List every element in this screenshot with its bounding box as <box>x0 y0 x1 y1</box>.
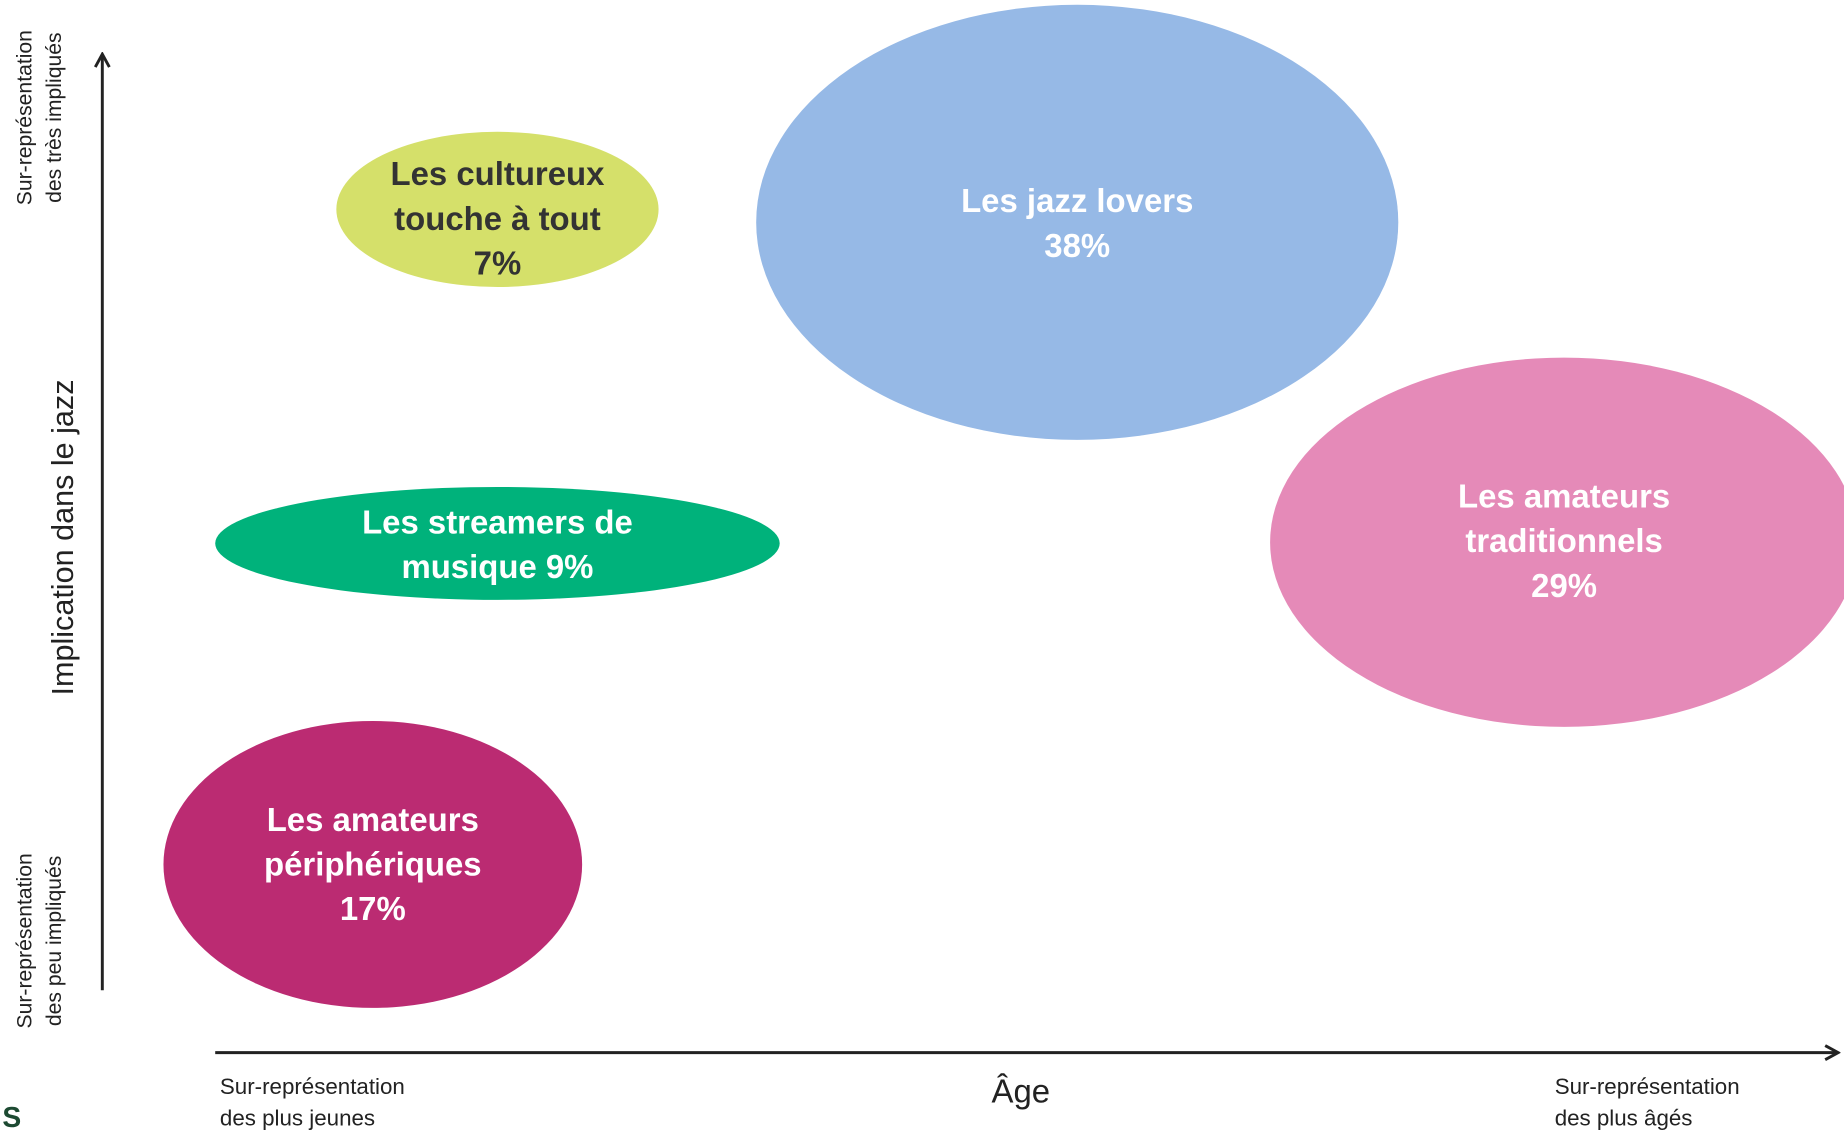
segment-bubble <box>215 486 780 600</box>
x-left-label: des plus jeunes <box>220 1106 375 1131</box>
segment-bubble <box>163 720 583 1008</box>
segment-label: Les jazz lovers <box>961 182 1193 219</box>
segment-label: traditionnels <box>1465 522 1662 559</box>
segment-label: Les cultureux <box>390 155 605 192</box>
segment-label: musique 9% <box>401 548 593 585</box>
y-axis-title: Implication dans le jazz <box>46 380 80 696</box>
y-bottom-label: des peu impliqués <box>43 856 66 1027</box>
segment-label: Les amateurs <box>1458 477 1670 514</box>
segment-label: 29% <box>1531 567 1597 604</box>
logo: S <box>2 1101 21 1133</box>
segment-bubble <box>1270 357 1844 727</box>
x-right-label: des plus âgés <box>1555 1106 1693 1131</box>
y-top-label: des très impliqués <box>43 32 66 203</box>
segment-label: 38% <box>1044 227 1110 264</box>
segment-bubble <box>336 131 659 288</box>
segment-label: 17% <box>340 890 406 927</box>
x-right-label: Sur-représentation <box>1555 1074 1740 1099</box>
segment-label: périphériques <box>264 846 482 883</box>
y-top-label: Sur-représentation <box>13 30 36 205</box>
x-axis-title: Âge <box>992 1072 1051 1109</box>
segment-label: 7% <box>474 245 522 282</box>
y-bottom-label: Sur-représentation <box>13 853 36 1028</box>
x-left-label: Sur-représentation <box>220 1074 405 1099</box>
segment-label: Les amateurs <box>267 801 479 838</box>
segment-label: touche à tout <box>394 200 601 237</box>
segment-label: Les streamers de <box>362 503 633 540</box>
segment-bubble <box>756 4 1399 440</box>
